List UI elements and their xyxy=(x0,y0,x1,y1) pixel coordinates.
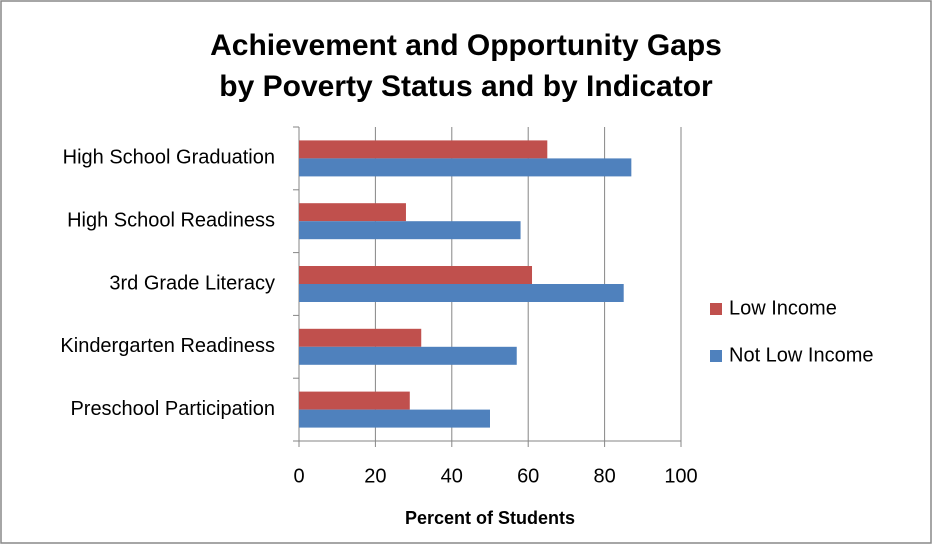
x-tick-label: 20 xyxy=(364,465,386,487)
bar xyxy=(299,391,410,410)
y-tick-label: Kindergarten Readiness xyxy=(60,335,275,357)
x-tick-label: 80 xyxy=(593,465,615,487)
legend-swatch xyxy=(710,303,722,315)
x-tick-label: 100 xyxy=(664,465,697,487)
legend-swatch xyxy=(710,350,722,362)
bar xyxy=(299,328,422,347)
y-tick-label: High School Graduation xyxy=(63,147,275,169)
y-tick-label: High School Readiness xyxy=(67,209,275,231)
x-axis-title: Percent of Students xyxy=(405,508,575,528)
x-tick-label: 0 xyxy=(293,465,304,487)
bar xyxy=(299,409,490,428)
legend-label: Low Income xyxy=(729,297,837,319)
y-tick-label: Preschool Participation xyxy=(70,398,275,420)
bar xyxy=(299,203,406,222)
bar xyxy=(299,158,632,177)
y-tick-label: 3rd Grade Literacy xyxy=(109,272,275,294)
bar xyxy=(299,266,533,284)
bar xyxy=(299,346,517,365)
chart-title: Achievement and Opportunity Gaps xyxy=(210,29,722,62)
bar xyxy=(299,140,548,159)
bar xyxy=(299,284,624,302)
chart-title: by Poverty Status and by Indicator xyxy=(219,70,713,103)
legend-label: Not Low Income xyxy=(729,344,874,366)
x-tick-label: 40 xyxy=(441,465,463,487)
bar xyxy=(299,221,521,240)
x-tick-label: 60 xyxy=(517,465,539,487)
